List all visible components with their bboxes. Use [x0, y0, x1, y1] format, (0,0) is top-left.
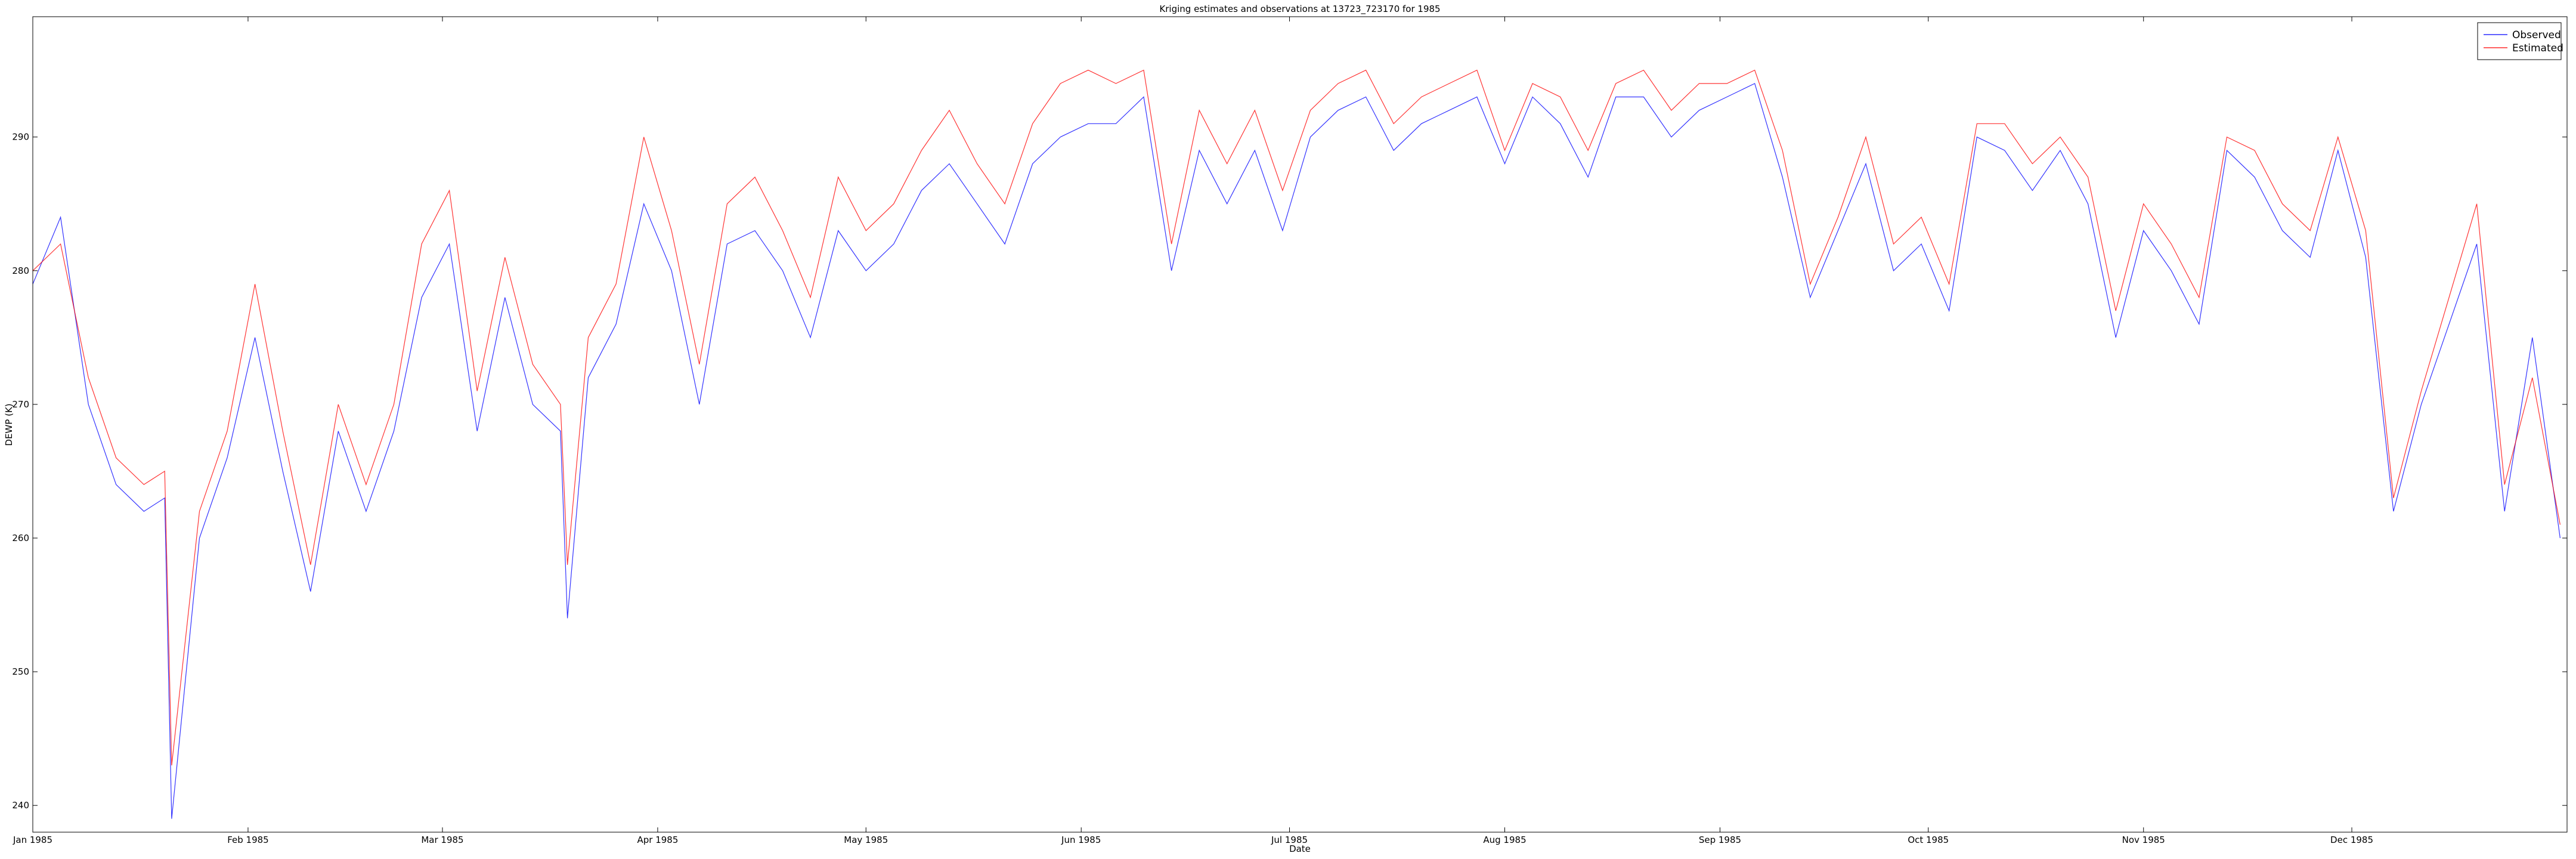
x-tick-label: Feb 1985 [227, 835, 269, 845]
x-tick-label: Mar 1985 [421, 835, 463, 845]
y-tick-label: 290 [12, 132, 29, 143]
series-line [32, 83, 2560, 819]
plot-frame [32, 16, 2568, 833]
chart-title: Kriging estimates and observations at 13… [1159, 4, 1440, 15]
y-tick-label: 280 [12, 265, 29, 276]
x-tick-label: Jun 1985 [1061, 835, 1101, 845]
x-tick-label: Dec 1985 [2330, 835, 2373, 845]
y-axis-label: DEWP (K) [4, 403, 14, 446]
legend-box [2477, 22, 2562, 60]
x-tick-label: May 1985 [844, 835, 888, 845]
x-tick-label: Oct 1985 [1908, 835, 1949, 845]
y-tick-label: 240 [12, 800, 29, 811]
y-tick-label: 260 [12, 533, 29, 543]
legend-label: Estimated [2512, 42, 2563, 54]
x-tick-label: Jan 1985 [13, 835, 52, 845]
series-line [32, 69, 2560, 766]
x-tick-label: Jul 1985 [1271, 835, 1308, 845]
x-tick-label: Aug 1985 [1483, 835, 1526, 845]
y-tick-label: 270 [12, 399, 29, 410]
x-tick-label: Apr 1985 [637, 835, 678, 845]
y-tick-label: 250 [12, 666, 29, 677]
x-tick-label: Nov 1985 [2122, 835, 2165, 845]
x-tick-label: Sep 1985 [1699, 835, 1741, 845]
x-axis-label: Date [1289, 843, 1311, 854]
legend-label: Observed [2512, 29, 2561, 41]
